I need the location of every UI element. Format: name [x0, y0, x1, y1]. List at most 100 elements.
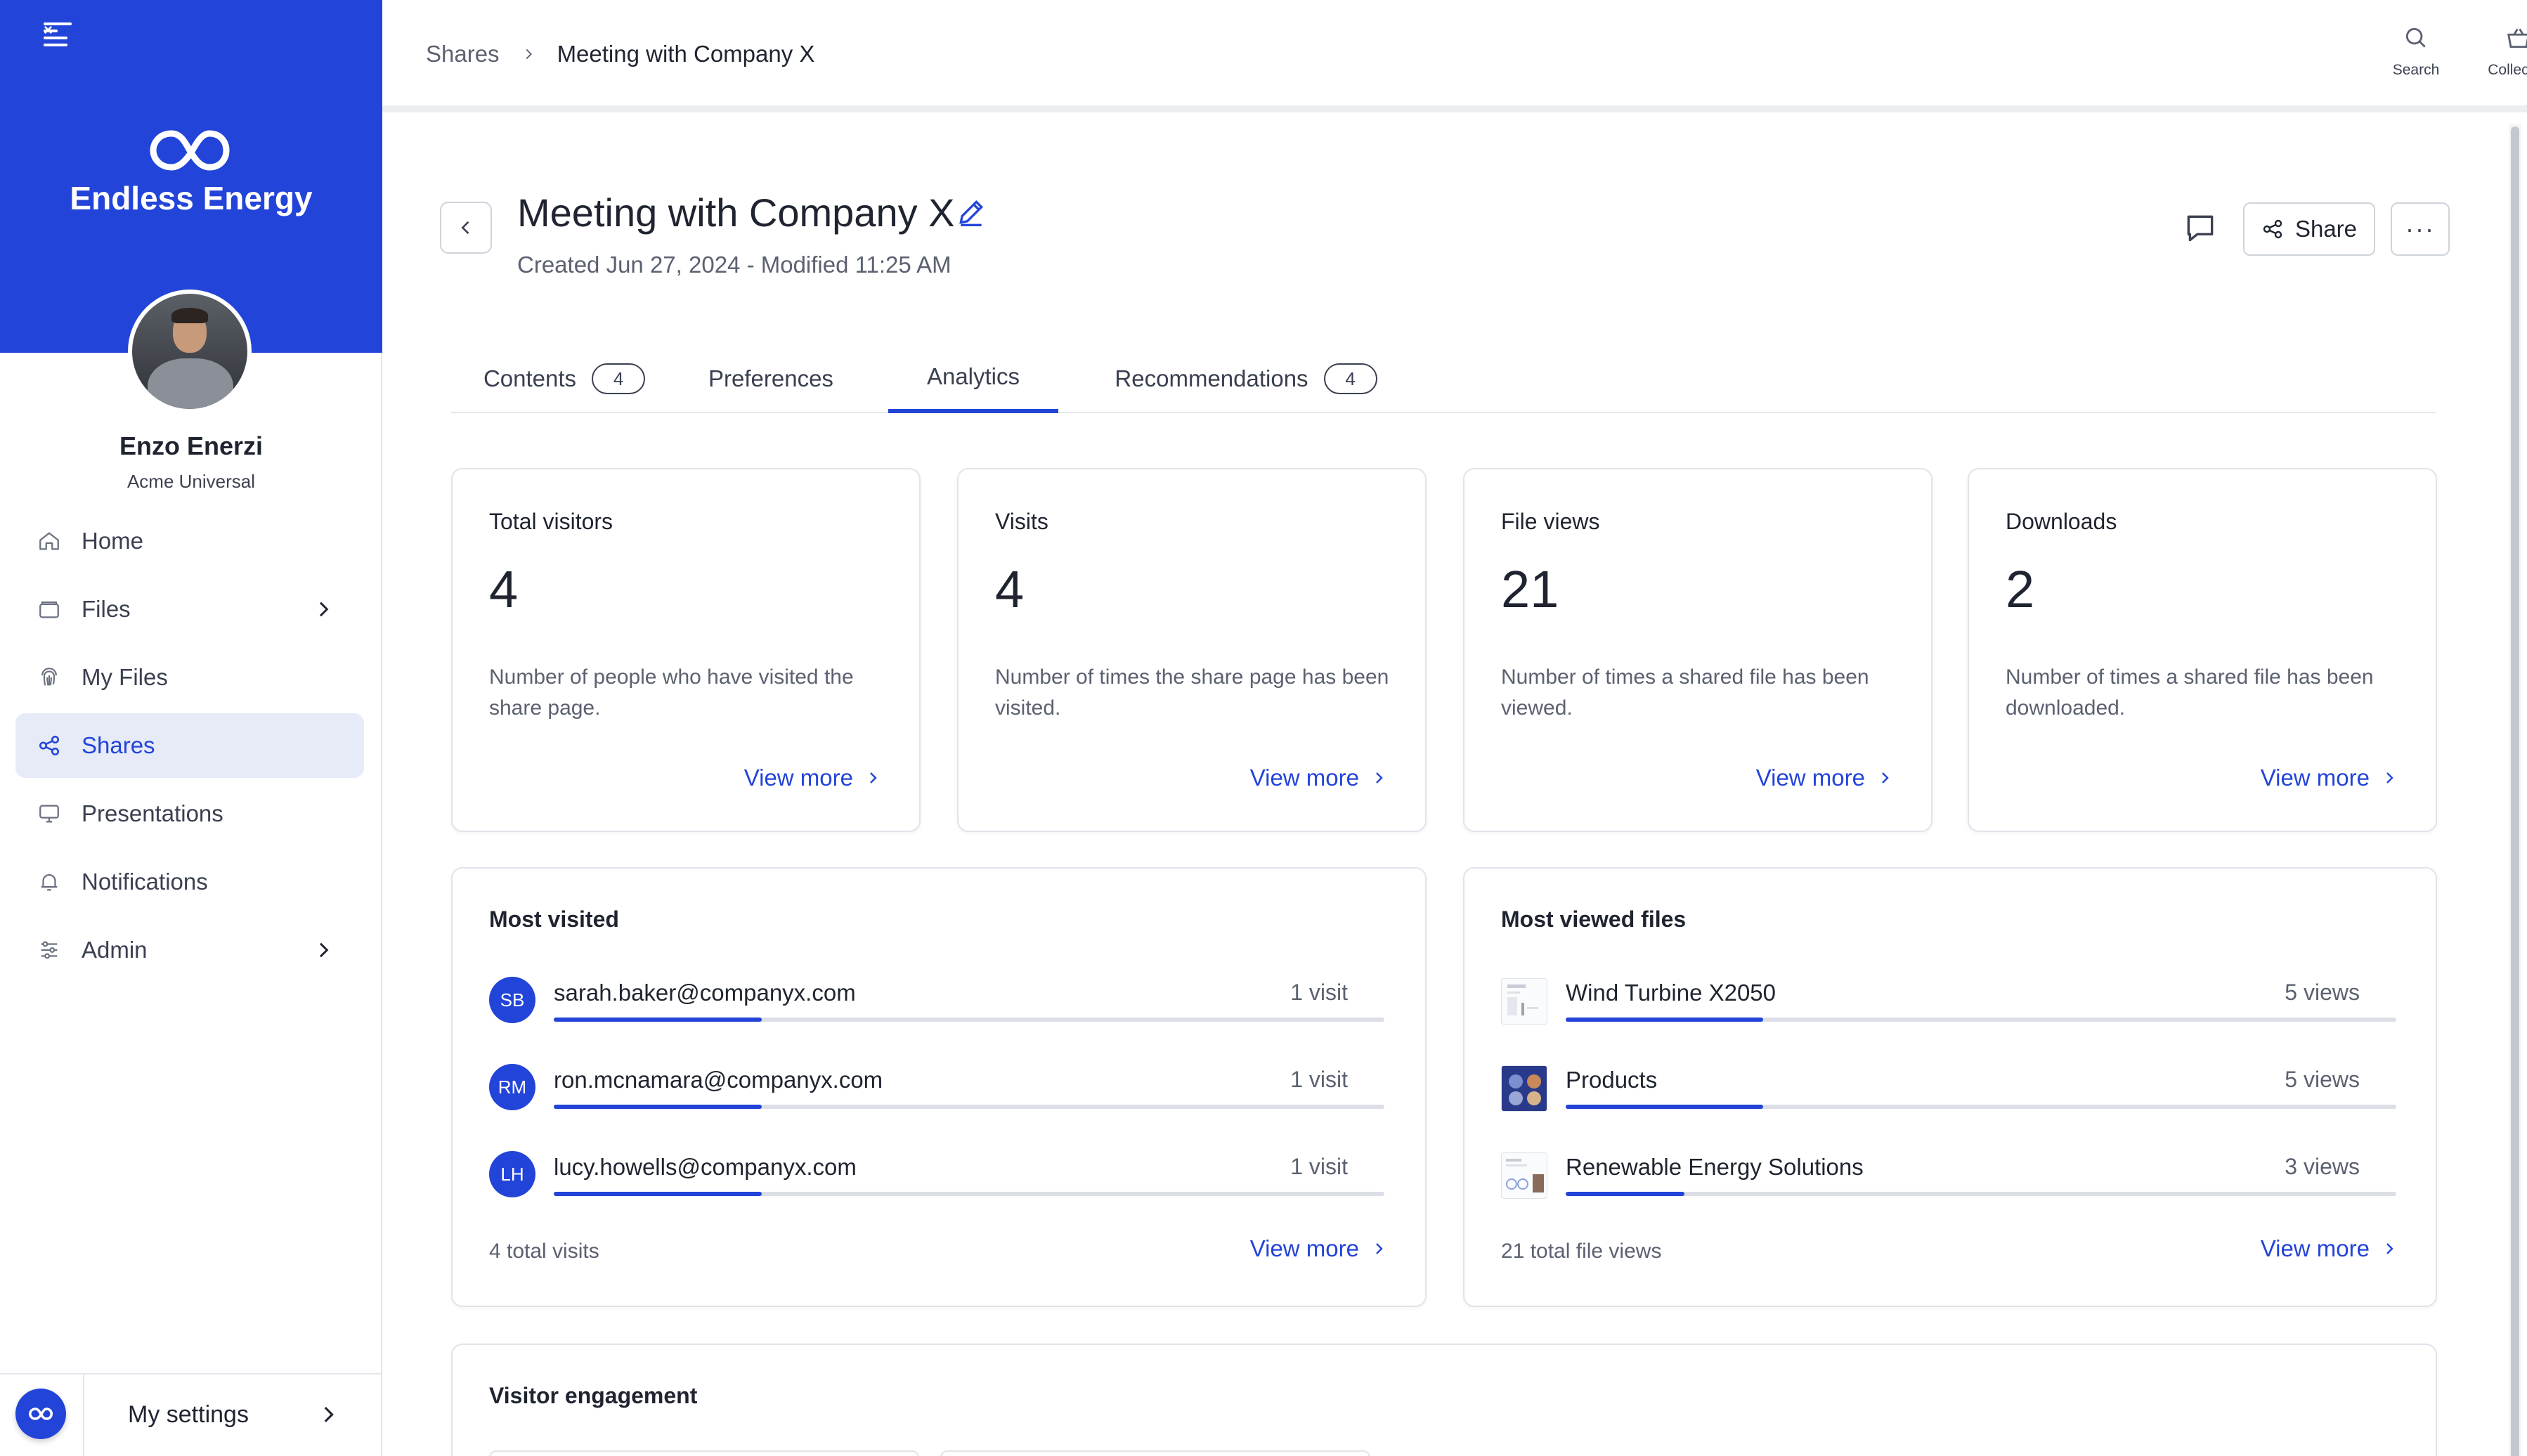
tab-label: Recommendations — [1115, 365, 1308, 391]
chevron-right-icon — [1882, 772, 1889, 784]
stat-description: Number of times the share page has been … — [995, 665, 1389, 720]
stat-title: Visits — [995, 509, 1048, 534]
more-options-button[interactable]: ··· — [2391, 202, 2450, 256]
tab-recommendations[interactable]: Recommendations 4 — [1082, 344, 1410, 413]
tab-label: Analytics — [926, 363, 1020, 389]
scrollbar[interactable] — [2509, 124, 2521, 1456]
sidebar-item-my-files[interactable]: My Files — [15, 645, 364, 710]
view-more-link[interactable]: View more — [1250, 765, 1387, 791]
stat-title: Total visitors — [489, 509, 613, 534]
chevron-left-icon — [461, 221, 469, 235]
tab-preferences[interactable]: Preferences — [708, 344, 1068, 413]
brand-logo-icon — [150, 130, 230, 171]
progress-fill — [1566, 1018, 1764, 1022]
sidebar-item-notifications[interactable]: Notifications — [15, 850, 364, 914]
file-thumbnail — [1501, 1152, 1547, 1199]
tab-count-badge: 4 — [592, 363, 646, 394]
progress-fill — [554, 1192, 762, 1196]
user-org: Acme Universal — [126, 471, 256, 492]
progress-fill — [554, 1105, 762, 1109]
progress-track — [1566, 1192, 2396, 1196]
progress-track — [554, 1105, 1384, 1109]
view-more-link[interactable]: View more — [1250, 1235, 1387, 1262]
tab-label: Preferences — [708, 365, 833, 391]
stat-description: Number of times a shared file has been v… — [1501, 665, 1869, 720]
folder-icon — [37, 597, 62, 622]
view-more-label: View more — [743, 765, 853, 791]
panel-title: Visitor engagement — [489, 1383, 698, 1408]
view-more-label: View more — [1249, 1235, 1359, 1261]
view-count: 5 views — [2285, 980, 2360, 1005]
stat-card-total-visitors: Total visitors 4 Number of people who ha… — [451, 468, 921, 832]
visit-count: 1 visit — [1290, 1067, 1348, 1092]
search-label: Search — [2392, 62, 2440, 78]
tab-analytics[interactable]: Analytics — [888, 344, 1058, 413]
engagement-tab[interactable] — [940, 1450, 1370, 1456]
fingerprint-icon — [37, 665, 62, 690]
view-more-link[interactable]: View more — [744, 765, 881, 791]
list-item[interactable]: Wind Turbine X2050 5 views — [1501, 973, 2398, 1036]
home-icon — [37, 528, 62, 554]
breadcrumb-current: Meeting with Company X — [557, 41, 815, 67]
my-settings-button[interactable]: My settings — [0, 1373, 382, 1456]
total-file-views: 21 total file views — [1501, 1240, 1662, 1263]
sidebar-item-shares[interactable]: Shares — [15, 713, 364, 778]
my-settings-label: My settings — [128, 1401, 249, 1428]
edit-pencil-icon[interactable] — [956, 197, 987, 228]
list-item[interactable]: Renewable Energy Solutions 3 views — [1501, 1147, 2398, 1210]
sidebar-item-files[interactable]: Files — [15, 577, 364, 642]
panel-title: Most viewed files — [1501, 906, 1687, 932]
brand-name: Endless Energy — [70, 180, 313, 216]
chevron-right-icon — [324, 1406, 334, 1423]
visitor-avatar: RM — [489, 1064, 535, 1110]
list-item[interactable]: Products 5 views — [1501, 1060, 2398, 1123]
share-label: Share — [2294, 216, 2358, 242]
basket-icon — [2507, 28, 2527, 48]
list-item[interactable]: RM ron.mcnamara@companyx.com 1 visit — [489, 1060, 1386, 1123]
share-icon — [37, 733, 62, 758]
engagement-tab[interactable] — [489, 1450, 919, 1456]
view-more-link[interactable]: View more — [2261, 1235, 2398, 1262]
sidebar-item-label: Files — [82, 596, 131, 622]
view-more-label: View more — [1755, 765, 1865, 791]
breadcrumb-shares-link[interactable]: Shares — [426, 41, 500, 67]
progress-fill — [1566, 1192, 1685, 1196]
stat-title: File views — [1501, 509, 1600, 534]
sidebar-item-admin[interactable]: Admin — [15, 918, 364, 982]
view-more-link[interactable]: View more — [2261, 765, 2398, 791]
file-thumbnail — [1501, 1065, 1547, 1112]
view-more-link[interactable]: View more — [1756, 765, 1893, 791]
chevron-right-icon — [870, 772, 877, 784]
stat-card-downloads: Downloads 2 Number of times a shared fil… — [1968, 468, 2437, 832]
collected-label: Collected — [2488, 62, 2527, 78]
stat-value: 4 — [489, 560, 519, 618]
view-count: 5 views — [2285, 1067, 2360, 1092]
share-button[interactable]: Share — [2243, 202, 2375, 256]
sidebar-item-label: Notifications — [82, 869, 208, 895]
chevron-right-icon — [319, 942, 329, 958]
stat-card-file-views: File views 21 Number of times a shared f… — [1463, 468, 1932, 832]
progress-track — [554, 1018, 1384, 1022]
comment-icon[interactable] — [2183, 211, 2218, 246]
list-item[interactable]: LH lucy.howells@companyx.com 1 visit — [489, 1147, 1386, 1210]
view-more-label: View more — [2260, 765, 2370, 791]
collapse-menu-icon[interactable]: × — [41, 22, 72, 52]
visitor-email: sarah.baker@companyx.com — [554, 980, 856, 1006]
progress-track — [1566, 1018, 2396, 1022]
stat-title: Downloads — [2006, 509, 2117, 534]
visit-count: 1 visit — [1290, 1154, 1348, 1179]
sidebar-item-presentations[interactable]: Presentations — [15, 781, 364, 846]
sidebar-nav: Home Files My Files Shares Presentati — [15, 509, 364, 986]
user-name: Enzo Enerzi — [119, 431, 264, 460]
list-item[interactable]: SB sarah.baker@companyx.com 1 visit — [489, 973, 1386, 1036]
back-button[interactable] — [440, 202, 492, 254]
more-icon: ··· — [2405, 214, 2435, 243]
chevron-right-icon — [526, 48, 532, 60]
collected-button[interactable]: 0 Collected — [2469, 21, 2527, 79]
avatar[interactable] — [128, 290, 252, 413]
search-button[interactable]: Search — [2367, 21, 2465, 79]
sidebar-item-home[interactable]: Home — [15, 509, 364, 573]
tab-bar: Contents 4 Preferences Analytics Recomme… — [451, 344, 2436, 413]
stat-value: 21 — [1501, 560, 1559, 618]
tab-contents[interactable]: Contents 4 — [451, 344, 677, 413]
